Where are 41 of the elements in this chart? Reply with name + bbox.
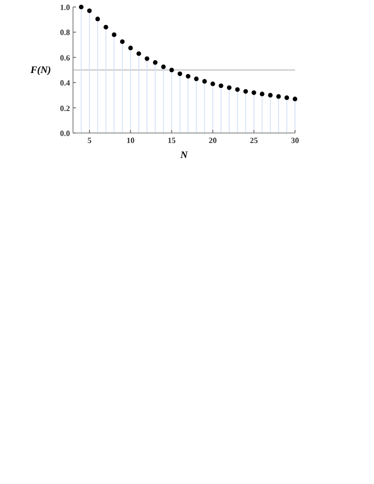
point <box>78 4 84 10</box>
point <box>202 79 207 84</box>
point <box>178 71 182 76</box>
point <box>95 16 100 22</box>
point <box>292 96 298 102</box>
x-tick-label: 25 <box>250 136 258 145</box>
point <box>268 92 273 98</box>
point <box>276 94 281 99</box>
point <box>226 85 232 90</box>
y-tick-label: 0.4 <box>60 78 70 88</box>
point <box>120 39 125 44</box>
y-tick-label: 0.0 <box>60 129 70 138</box>
point <box>218 83 224 88</box>
point <box>104 24 108 30</box>
point <box>128 46 133 50</box>
x-tick-label: 5 <box>87 136 92 145</box>
y-tick-label: 0.6 <box>60 53 70 62</box>
y-tick-label: 0.8 <box>60 28 70 38</box>
x-tick-label: 10 <box>126 136 135 145</box>
y-axis-title: F(N) <box>29 65 51 76</box>
y-tick-label: 0.2 <box>60 104 70 113</box>
point <box>169 68 174 72</box>
point <box>235 87 240 92</box>
point <box>243 89 248 94</box>
point <box>87 8 92 14</box>
point <box>144 56 150 61</box>
point <box>161 64 166 70</box>
x-tick-label: 15 <box>168 136 176 145</box>
point <box>260 92 264 96</box>
point <box>284 95 290 100</box>
point <box>194 76 199 82</box>
x-tick-label: 20 <box>208 136 217 145</box>
x-axis-title: N <box>179 150 188 161</box>
point <box>152 60 158 65</box>
point <box>136 51 142 56</box>
point <box>186 74 190 79</box>
y-tick-label: 1.0 <box>60 3 70 12</box>
point <box>210 82 216 86</box>
point <box>112 32 116 38</box>
point <box>252 90 256 95</box>
x-tick-label: 30 <box>291 136 299 145</box>
